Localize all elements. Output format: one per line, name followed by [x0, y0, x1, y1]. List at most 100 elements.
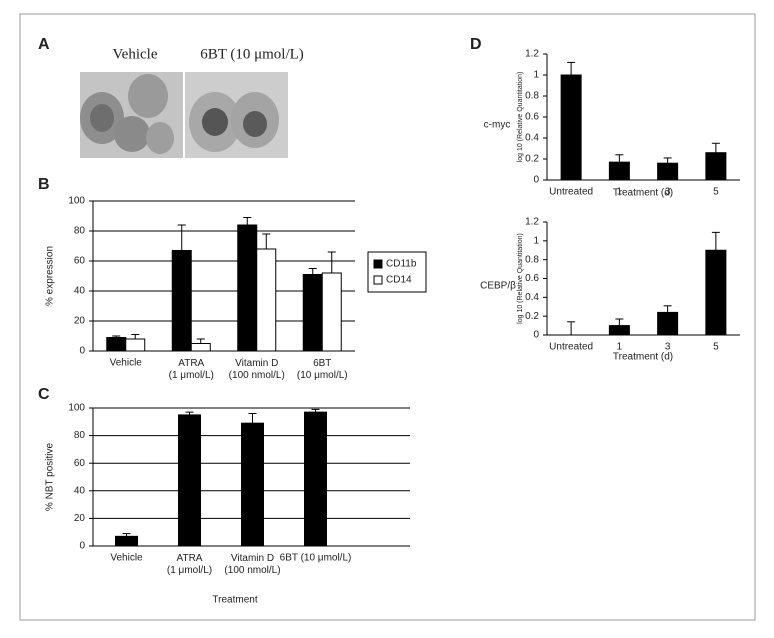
- bar: [304, 411, 327, 547]
- error-bar: [567, 61, 576, 75]
- bar: [657, 311, 679, 336]
- bar: [178, 414, 201, 547]
- bar: [115, 535, 138, 547]
- x-tick-label: 3: [665, 187, 671, 198]
- x-axis-label: Treatment: [212, 595, 257, 606]
- error-bar: [567, 321, 576, 335]
- micrograph-caption: 6BT (10 μmol/L): [200, 46, 304, 62]
- bar: [125, 338, 146, 352]
- x-axis-label: Treatment (d): [613, 352, 673, 363]
- x-tick-label: 1: [617, 187, 623, 198]
- panel-label: B: [38, 176, 50, 193]
- legend-swatch: [373, 259, 383, 269]
- x-tick-label: 5: [713, 187, 719, 198]
- error-bar: [196, 338, 205, 344]
- y-tick-label: 60: [74, 458, 86, 469]
- legend-swatch: [373, 275, 383, 285]
- panel-label: C: [38, 386, 50, 403]
- bar: [241, 422, 264, 547]
- x-tick-label: ATRA (1 μmol/L): [169, 358, 214, 381]
- y-tick-label: 0: [533, 330, 539, 341]
- panel-label: A: [38, 36, 50, 53]
- error-bar: [711, 231, 720, 251]
- x-tick-label: Untreated: [549, 342, 593, 353]
- x-tick-label: Untreated: [549, 187, 593, 198]
- x-tick-label: 6BT (10 μmol/L): [280, 553, 352, 564]
- error-bar: [308, 268, 317, 275]
- x-tick-label: ATRA (1 μmol/L): [167, 553, 212, 576]
- error-bar: [711, 142, 720, 153]
- y-tick-label: 0.4: [525, 133, 539, 144]
- error-bar: [311, 408, 320, 413]
- error-bar: [327, 251, 336, 273]
- y-tick-label: 100: [68, 403, 85, 414]
- x-axis-label: Treatment (d): [613, 188, 673, 199]
- y-axis-label: log 10 (Relative Quantitation): [517, 233, 524, 324]
- y-tick-label: 1.2: [525, 49, 539, 60]
- y-tick-label: 0.2: [525, 311, 539, 322]
- y-tick-label: 1.2: [525, 217, 539, 228]
- x-tick-label: 1: [617, 342, 623, 353]
- panel-label: D: [470, 36, 482, 53]
- y-tick-label: 0.2: [525, 154, 539, 165]
- bar: [321, 272, 342, 352]
- y-tick-label: 0.8: [525, 91, 539, 102]
- error-bar: [177, 224, 186, 251]
- error-bar: [131, 334, 140, 339]
- y-tick-label: 80: [74, 430, 86, 441]
- y-tick-label: 0: [533, 175, 539, 186]
- y-tick-label: 1: [533, 235, 539, 246]
- error-bar: [248, 413, 257, 424]
- y-axis-label: % expression: [45, 246, 56, 306]
- bar: [302, 274, 323, 352]
- error-bar: [262, 233, 271, 249]
- y-axis-label: % NBT positive: [45, 442, 56, 511]
- y-tick-label: 20: [74, 513, 86, 524]
- bar: [608, 161, 630, 181]
- error-bar: [615, 154, 624, 163]
- error-bar: [663, 305, 672, 313]
- y-tick-label: 40: [74, 286, 86, 297]
- y-tick-label: 60: [74, 256, 86, 267]
- y-tick-label: 0.4: [525, 292, 539, 303]
- x-tick-label: 5: [713, 342, 719, 353]
- y-tick-label: 0: [79, 346, 85, 357]
- annotation: c-myc: [484, 120, 511, 131]
- bar: [106, 337, 127, 352]
- legend-label: CD14: [386, 275, 412, 286]
- error-bar: [243, 217, 252, 225]
- x-tick-label: 3: [665, 342, 671, 353]
- bar: [657, 162, 679, 181]
- y-tick-label: 0: [79, 541, 85, 552]
- bar: [705, 249, 727, 336]
- micrograph: [185, 72, 288, 158]
- bar: [171, 250, 192, 352]
- bar: [190, 343, 211, 352]
- annotation: CEBP/β: [480, 281, 516, 292]
- y-tick-label: 1: [533, 70, 539, 81]
- x-tick-label: Vitamin D (100 nmol/L): [229, 358, 285, 381]
- bar: [705, 152, 727, 181]
- bar: [608, 325, 630, 336]
- error-bar: [663, 157, 672, 164]
- y-tick-label: 0.6: [525, 273, 539, 284]
- micrograph: [80, 72, 183, 158]
- micrograph-caption: Vehicle: [113, 46, 158, 62]
- bar: [237, 224, 258, 352]
- error-bar: [185, 411, 194, 415]
- error-bar: [615, 318, 624, 326]
- y-tick-label: 100: [68, 196, 85, 207]
- y-axis-label: log 10 (Relative Quantitation): [517, 72, 524, 163]
- figure-border: [19, 13, 756, 621]
- x-tick-label: Vehicle: [110, 553, 143, 564]
- x-tick-label: Vehicle: [110, 358, 143, 369]
- error-bar: [122, 533, 131, 537]
- y-tick-label: 40: [74, 485, 86, 496]
- y-tick-label: 20: [74, 316, 86, 327]
- y-tick-label: 0.8: [525, 254, 539, 265]
- legend-box: [367, 251, 427, 293]
- error-bar: [112, 335, 121, 338]
- bar: [560, 74, 582, 181]
- y-tick-label: 0.6: [525, 112, 539, 123]
